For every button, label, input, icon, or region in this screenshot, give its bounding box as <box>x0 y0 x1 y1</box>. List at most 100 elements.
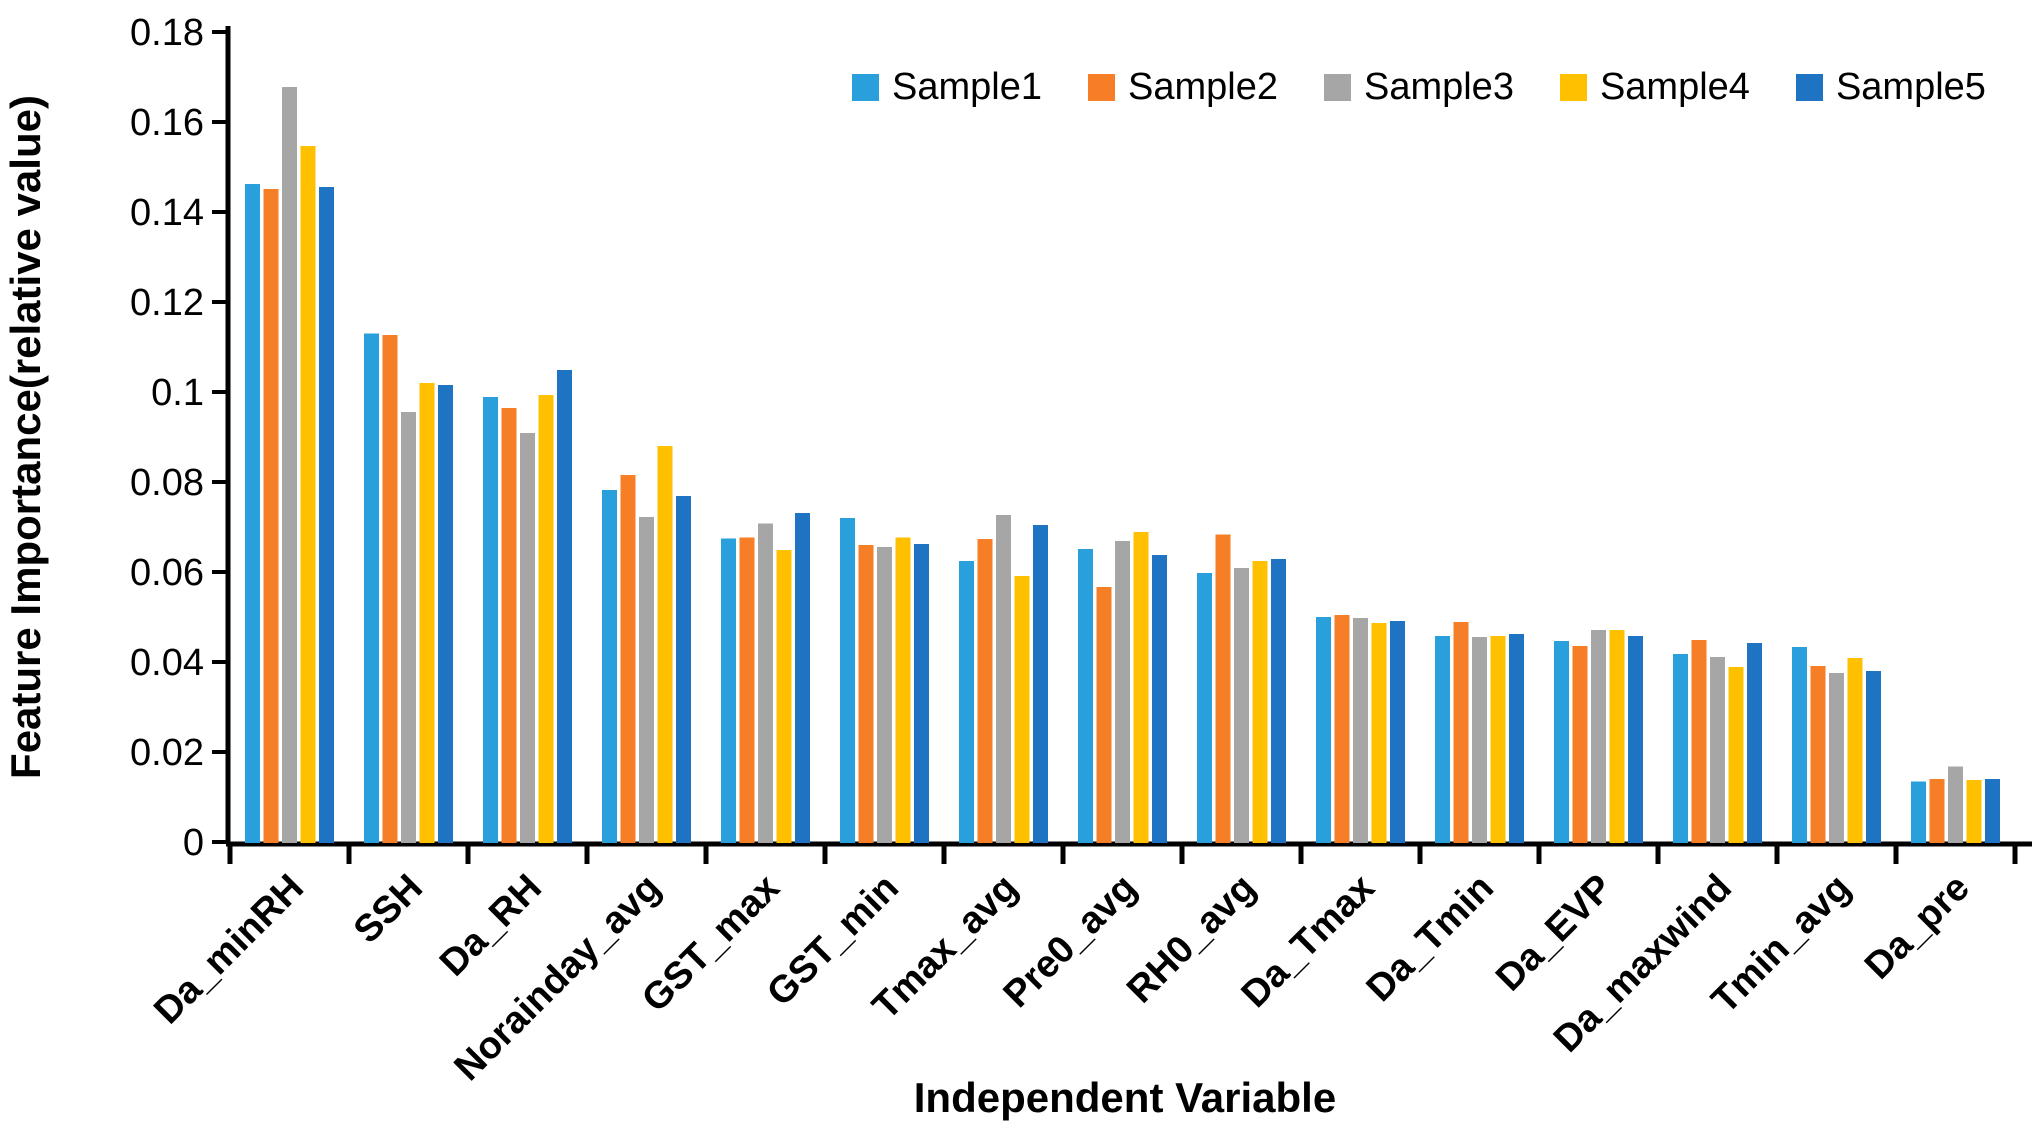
bar-Tmin_avg-Sample4 <box>1847 657 1863 843</box>
bar-Da_minRH-Sample3 <box>282 86 297 843</box>
bar-GST_min-Sample5 <box>913 544 929 843</box>
legend-item-Sample4: Sample4 <box>1559 66 1750 109</box>
y-tick-label: 0.08 <box>130 462 204 504</box>
legend-label: Sample2 <box>1127 66 1278 108</box>
bar-Da_RH-Sample3 <box>520 432 535 843</box>
bar-Norainday_avg-Sample3 <box>639 517 654 843</box>
bar-SSH-Sample3 <box>401 411 416 843</box>
bar-GST_min-Sample4 <box>895 537 911 843</box>
y-tick-label: 0.12 <box>130 282 204 324</box>
bar-Tmin_avg-Sample3 <box>1829 672 1844 843</box>
bar-Tmax_avg-Sample4 <box>1014 576 1030 843</box>
bar-Da_Tmax-Sample4 <box>1371 622 1387 843</box>
bar-Da_Tmax-Sample3 <box>1353 617 1368 843</box>
y-tick-label: 0.1 <box>151 372 204 414</box>
bar-Da_minRH-Sample5 <box>318 186 334 844</box>
bar-Da_Tmax-Sample2 <box>1334 615 1350 843</box>
bar-Pre0_avg-Sample1 <box>1078 549 1094 843</box>
bar-Da_minRH-Sample2 <box>263 189 279 844</box>
bar-Da_Tmax-Sample1 <box>1316 617 1332 843</box>
legend-swatch-icon <box>1559 74 1587 101</box>
bar-Da_minRH-Sample4 <box>300 145 316 844</box>
y-tick-label: 0.18 <box>130 12 204 54</box>
bar-SSH-Sample2 <box>382 334 398 843</box>
bar-Da_pre-Sample3 <box>1948 766 1963 843</box>
bar-Da_Tmin-Sample2 <box>1453 621 1469 843</box>
bar-GST_min-Sample2 <box>858 545 874 843</box>
bar-Da_maxwind-Sample3 <box>1710 657 1725 843</box>
y-tick-label: 0.16 <box>130 102 204 144</box>
bar-RH0_avg-Sample1 <box>1197 572 1213 843</box>
bar-Da_RH-Sample2 <box>501 408 517 843</box>
bar-GST_min-Sample1 <box>840 518 856 843</box>
bar-Da_EVP-Sample4 <box>1609 630 1625 843</box>
bar-Tmin_avg-Sample5 <box>1865 671 1881 843</box>
bar-Pre0_avg-Sample3 <box>1115 540 1130 843</box>
bar-Tmax_avg-Sample3 <box>996 514 1011 843</box>
bar-Da_RH-Sample4 <box>538 395 554 843</box>
bar-Norainday_avg-Sample4 <box>657 446 673 843</box>
y-tick-label: 0 <box>183 822 204 864</box>
x-category-label: Da_RH <box>432 867 550 985</box>
legend-swatch-icon <box>852 74 879 101</box>
x-category-label: Norainday_avg <box>447 867 669 1089</box>
y-tick-label: 0.04 <box>130 642 204 684</box>
bar-Da_pre-Sample5 <box>1984 779 2000 843</box>
x-category-label: SSH <box>346 867 431 952</box>
bar-Da_Tmin-Sample4 <box>1490 635 1506 843</box>
x-category-label: Da_minRH <box>146 867 312 1033</box>
bar-RH0_avg-Sample4 <box>1252 561 1268 843</box>
bar-Da_pre-Sample4 <box>1966 779 1982 843</box>
legend-label: Sample5 <box>1835 66 1986 108</box>
bar-Norainday_avg-Sample1 <box>602 490 618 843</box>
bar-Tmin_avg-Sample1 <box>1792 647 1808 843</box>
bar-Da_Tmin-Sample5 <box>1508 634 1524 843</box>
legend-label: Sample3 <box>1363 66 1514 108</box>
bar-RH0_avg-Sample5 <box>1270 558 1286 843</box>
legend: Sample1 Sample2 Sample3 Sample4 Sample5 <box>852 66 1986 109</box>
bar-Da_maxwind-Sample1 <box>1673 653 1689 843</box>
bar-GST_max-Sample1 <box>721 538 737 843</box>
bar-Pre0_avg-Sample2 <box>1096 586 1112 843</box>
bar-Da_maxwind-Sample5 <box>1746 643 1762 843</box>
y-axis-title: Feature Importance(relative value) <box>2 95 49 779</box>
bar-Da_EVP-Sample1 <box>1554 640 1570 843</box>
bar-RH0_avg-Sample3 <box>1234 567 1249 843</box>
bar-GST_min-Sample3 <box>877 546 892 843</box>
legend-swatch-icon <box>1795 74 1823 101</box>
legend-item-Sample3: Sample3 <box>1323 66 1514 109</box>
x-category-label: Da_Tmin <box>1359 867 1502 1010</box>
bar-Da_maxwind-Sample4 <box>1728 666 1744 843</box>
legend-item-Sample5: Sample5 <box>1795 66 1986 109</box>
bar-Da_maxwind-Sample2 <box>1691 639 1707 843</box>
x-axis-title: Independent Variable <box>914 1074 1336 1121</box>
bar-SSH-Sample1 <box>364 333 380 843</box>
bar-Da_EVP-Sample2 <box>1572 645 1588 843</box>
bar-Da_pre-Sample1 <box>1911 781 1927 843</box>
bar-SSH-Sample4 <box>419 383 435 843</box>
bar-Da_Tmin-Sample3 <box>1472 636 1487 843</box>
bar-GST_max-Sample3 <box>758 523 773 843</box>
bar-Tmax_avg-Sample1 <box>959 561 975 843</box>
bar-Da_Tmax-Sample5 <box>1389 621 1405 843</box>
bar-Tmin_avg-Sample2 <box>1810 666 1826 843</box>
bar-Norainday_avg-Sample5 <box>675 495 691 843</box>
bar-Da_RH-Sample1 <box>483 396 499 843</box>
bar-Tmax_avg-Sample2 <box>977 539 993 843</box>
y-tick-label: 0.06 <box>130 552 204 594</box>
legend-item-Sample1: Sample1 <box>852 66 1042 109</box>
x-category-label: Da_pre <box>1857 867 1978 988</box>
y-tick-label: 0.14 <box>130 192 204 234</box>
legend-label: Sample4 <box>1599 66 1750 108</box>
bar-SSH-Sample5 <box>437 384 453 843</box>
bar-GST_max-Sample4 <box>776 549 792 843</box>
bar-Da_RH-Sample5 <box>556 369 572 843</box>
bar-RH0_avg-Sample2 <box>1215 534 1231 843</box>
bar-GST_max-Sample5 <box>794 513 810 843</box>
bar-Norainday_avg-Sample2 <box>620 474 636 843</box>
bar-Tmax_avg-Sample5 <box>1032 525 1048 843</box>
legend-label: Sample1 <box>892 66 1042 108</box>
bar-GST_max-Sample2 <box>739 537 755 843</box>
